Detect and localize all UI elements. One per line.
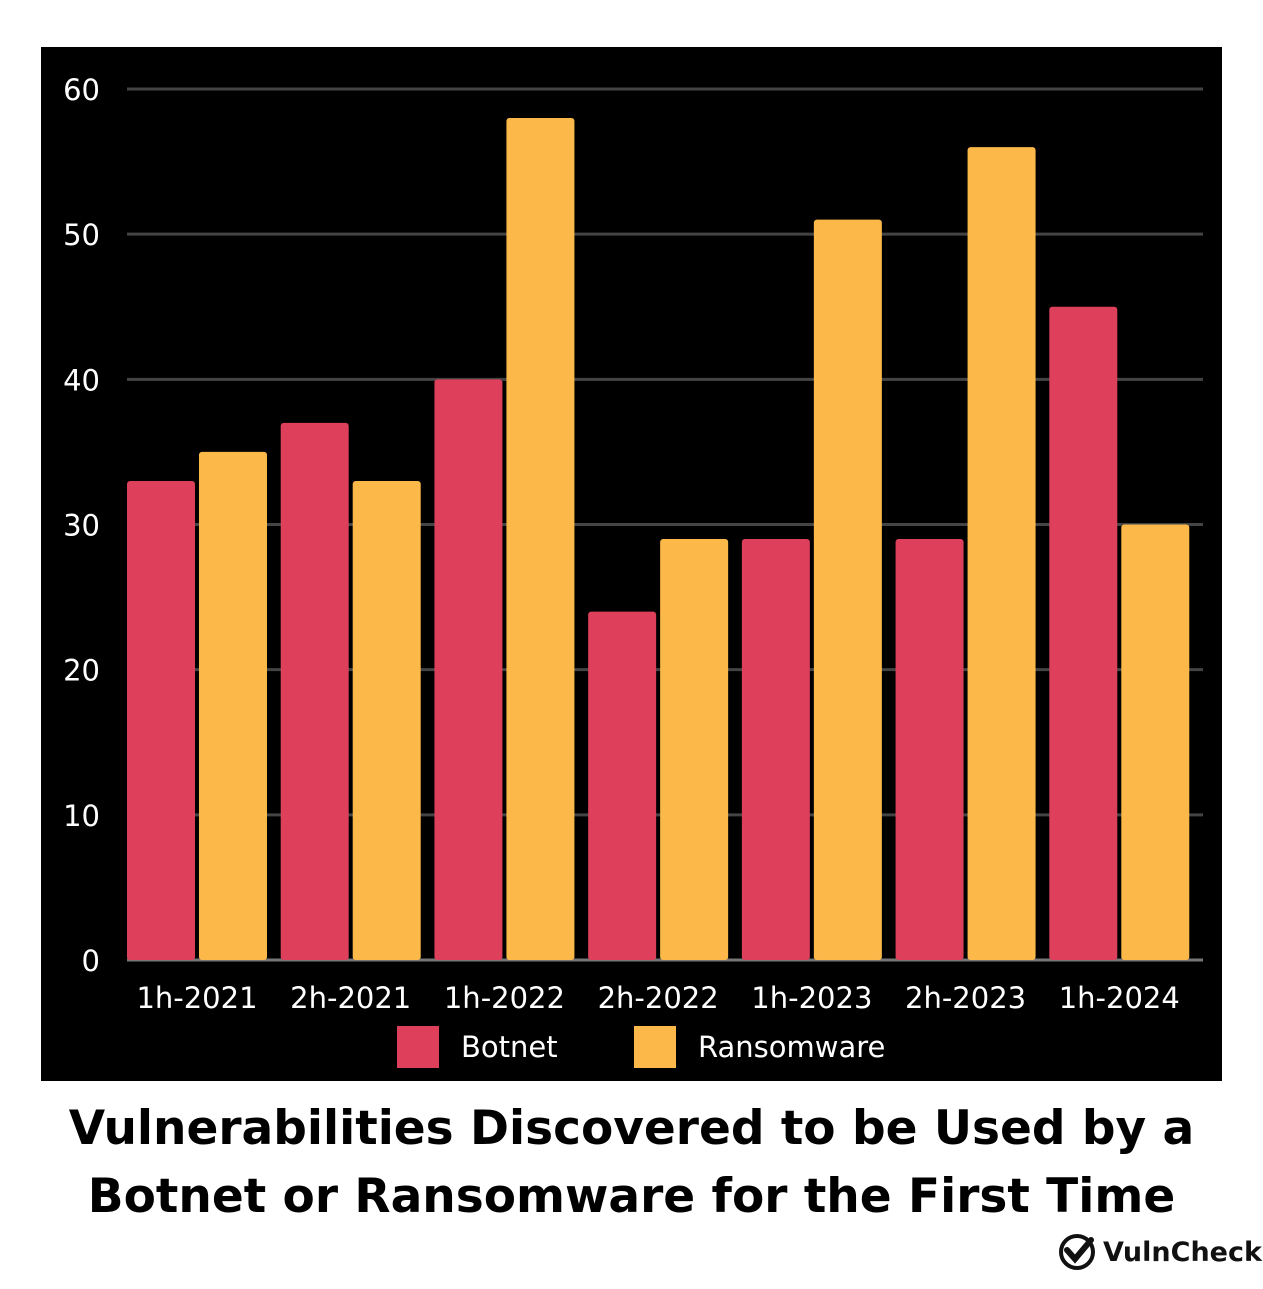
- bar-botnet: [280, 422, 349, 961]
- bar-ransomware: [813, 219, 882, 960]
- x-tick-label: 2h-2022: [598, 981, 719, 1015]
- x-tick-label: 1h-2021: [136, 981, 257, 1015]
- x-tick-label: 1h-2022: [444, 981, 565, 1015]
- bar-botnet: [1049, 306, 1118, 960]
- y-tick-label: 30: [63, 509, 100, 543]
- bar-botnet: [434, 379, 503, 960]
- y-tick-label: 40: [63, 363, 100, 397]
- bar-botnet: [895, 539, 964, 960]
- bar-botnet: [127, 480, 195, 960]
- x-tick-label: 1h-2023: [751, 981, 872, 1015]
- bar-ransomware: [352, 480, 421, 960]
- bar-ransomware: [199, 451, 267, 960]
- title-line-2: Botnet or Ransomware for the First Time: [87, 1169, 1176, 1224]
- vulncheck-logo: VulnCheck: [1057, 1232, 1262, 1272]
- legend-swatch-ransomware: [634, 1026, 676, 1068]
- y-tick-label: 0: [82, 944, 100, 978]
- x-tick-label: 2h-2021: [290, 981, 411, 1015]
- bar-botnet: [588, 611, 657, 960]
- y-tick-label: 50: [63, 218, 100, 252]
- bar-ransomware: [506, 118, 575, 961]
- y-tick-label: 10: [63, 799, 100, 833]
- bar-ransomware: [660, 539, 729, 960]
- x-tick-label: 1h-2024: [1059, 981, 1180, 1015]
- bar-ransomware: [1121, 524, 1190, 960]
- title-line-1: Vulnerabilities Discovered to be Used by…: [68, 1101, 1195, 1156]
- bar-botnet: [741, 539, 810, 960]
- legend-label-ransomware: Ransomware: [698, 1030, 885, 1064]
- legend-label-botnet: Botnet: [461, 1030, 558, 1064]
- y-tick-label: 20: [63, 654, 100, 688]
- bar-chart: 0 10 20 30 40 50 60 1h-2021 2h-2021 1h-2022 2h-202…: [63, 73, 1203, 1068]
- x-tick-label: 2h-2023: [905, 981, 1026, 1015]
- y-tick-label: 60: [63, 73, 100, 107]
- chart-title: Vulnerabilities Discovered to be Used by…: [0, 1095, 1263, 1231]
- logo-text: VulnCheck: [1103, 1236, 1262, 1268]
- legend-swatch-botnet: [397, 1026, 439, 1068]
- bar-ransomware: [967, 147, 1036, 961]
- check-shield-icon: [1059, 1234, 1095, 1270]
